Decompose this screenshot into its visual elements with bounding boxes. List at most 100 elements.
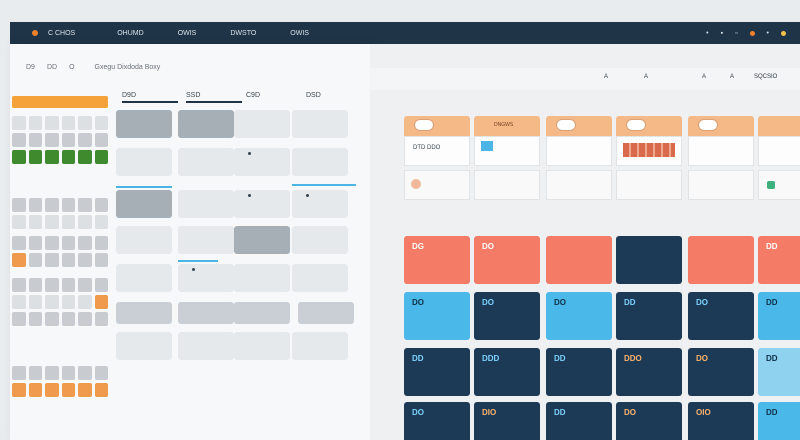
thumbnail[interactable] bbox=[94, 133, 108, 147]
column-row[interactable]: DTD DDO bbox=[404, 136, 470, 166]
thumbnail[interactable] bbox=[61, 198, 75, 212]
column-header-2[interactable]: SSD bbox=[186, 92, 242, 103]
toggle[interactable] bbox=[556, 119, 576, 131]
column-row[interactable] bbox=[404, 170, 470, 200]
thumbnail[interactable] bbox=[61, 150, 75, 164]
notification-icon[interactable] bbox=[749, 30, 755, 36]
thumbnail[interactable] bbox=[61, 253, 75, 267]
calendar-cell[interactable] bbox=[178, 332, 234, 360]
thumbnail[interactable] bbox=[12, 278, 26, 292]
task-card[interactable]: DD bbox=[758, 348, 800, 396]
thumbnail[interactable] bbox=[28, 236, 42, 250]
menu-item-3[interactable]: DWSTO bbox=[230, 29, 257, 37]
task-card[interactable]: DDO bbox=[616, 348, 682, 396]
thumbnail[interactable] bbox=[28, 295, 42, 309]
thumbnail[interactable] bbox=[78, 366, 92, 380]
calendar-cell[interactable] bbox=[178, 190, 234, 218]
thumbnail[interactable] bbox=[12, 215, 26, 229]
thumbnail[interactable] bbox=[45, 133, 59, 147]
thumbnail[interactable] bbox=[45, 278, 59, 292]
thumbnail[interactable] bbox=[28, 116, 42, 130]
toolbar-item[interactable]: A bbox=[604, 74, 609, 80]
thumbnail[interactable] bbox=[78, 215, 92, 229]
thumbnail[interactable] bbox=[61, 312, 75, 326]
status-icon[interactable] bbox=[781, 30, 786, 36]
thumbnail[interactable] bbox=[78, 278, 92, 292]
thumbnail[interactable] bbox=[45, 253, 59, 267]
thumbnail[interactable] bbox=[78, 198, 92, 212]
calendar-cell[interactable] bbox=[116, 226, 172, 254]
calendar-cell[interactable] bbox=[116, 332, 172, 360]
task-card[interactable] bbox=[688, 236, 754, 284]
settings-icon[interactable]: ▫ bbox=[735, 29, 738, 37]
calendar-cell[interactable] bbox=[116, 264, 172, 292]
thumbnail[interactable] bbox=[28, 253, 42, 267]
calendar-cell[interactable] bbox=[234, 332, 290, 360]
thumbnail[interactable] bbox=[28, 133, 42, 147]
thumbnail[interactable] bbox=[12, 253, 26, 267]
calendar-cell[interactable] bbox=[292, 226, 348, 254]
thumbnail[interactable] bbox=[94, 253, 108, 267]
thumbnail[interactable] bbox=[45, 198, 59, 212]
calendar-cell[interactable] bbox=[116, 190, 172, 218]
calendar-cell[interactable] bbox=[234, 190, 290, 218]
toggle[interactable] bbox=[626, 119, 646, 131]
task-card[interactable]: DO bbox=[546, 292, 612, 340]
menu-item-2[interactable]: OWIS bbox=[177, 29, 197, 37]
thumbnail[interactable] bbox=[78, 133, 92, 147]
menu-icon[interactable]: • bbox=[766, 29, 769, 37]
calendar-cell[interactable] bbox=[116, 148, 172, 176]
column-row[interactable] bbox=[474, 136, 540, 166]
column-row[interactable] bbox=[474, 170, 540, 200]
task-card[interactable]: OIO bbox=[688, 402, 754, 440]
thumbnail[interactable] bbox=[78, 236, 92, 250]
toolbar-item[interactable]: A bbox=[730, 74, 735, 80]
thumbnail[interactable] bbox=[12, 383, 26, 397]
thumbnail[interactable] bbox=[28, 150, 42, 164]
column-row[interactable] bbox=[758, 170, 800, 200]
thumbnail[interactable] bbox=[94, 236, 108, 250]
task-card[interactable] bbox=[616, 236, 682, 284]
search-icon[interactable]: • bbox=[706, 29, 709, 37]
thumbnail[interactable] bbox=[61, 236, 75, 250]
thumbnail[interactable] bbox=[94, 295, 108, 309]
thumbnail[interactable] bbox=[12, 198, 26, 212]
thumbnail[interactable] bbox=[94, 366, 108, 380]
calendar-cell[interactable] bbox=[178, 110, 234, 138]
column-header[interactable] bbox=[688, 116, 754, 136]
thumbnail[interactable] bbox=[61, 116, 75, 130]
toolbar-item[interactable]: A bbox=[644, 74, 649, 80]
thumbnail[interactable] bbox=[61, 366, 75, 380]
calendar-cell[interactable] bbox=[234, 302, 290, 324]
thumbnail[interactable] bbox=[28, 198, 42, 212]
task-card[interactable]: DO bbox=[688, 292, 754, 340]
thumbnail[interactable] bbox=[45, 150, 59, 164]
thumbnail[interactable] bbox=[12, 236, 26, 250]
thumbnail[interactable] bbox=[45, 236, 59, 250]
task-card[interactable]: DD bbox=[758, 236, 800, 284]
thumbnail[interactable] bbox=[28, 366, 42, 380]
calendar-cell[interactable] bbox=[178, 226, 234, 254]
task-card[interactable]: DDD bbox=[474, 348, 540, 396]
calendar-cell-selected[interactable] bbox=[234, 226, 290, 254]
thumbnail[interactable] bbox=[45, 295, 59, 309]
thumbnail[interactable] bbox=[94, 215, 108, 229]
column-row[interactable] bbox=[546, 136, 612, 166]
thumbnail[interactable] bbox=[61, 133, 75, 147]
thumbnail[interactable] bbox=[45, 312, 59, 326]
thumbnail[interactable] bbox=[45, 215, 59, 229]
column-row[interactable] bbox=[616, 170, 682, 200]
calendar-cell[interactable] bbox=[116, 110, 172, 138]
thumbnail[interactable] bbox=[94, 278, 108, 292]
task-card[interactable]: DO bbox=[404, 292, 470, 340]
calendar-cell[interactable] bbox=[234, 264, 290, 292]
task-card[interactable]: DD bbox=[546, 402, 612, 440]
thumbnail[interactable] bbox=[94, 150, 108, 164]
column-header[interactable] bbox=[404, 116, 470, 136]
task-card[interactable]: DO bbox=[474, 292, 540, 340]
toolbar-item-3[interactable]: O bbox=[69, 64, 75, 71]
thumbnail[interactable] bbox=[61, 383, 75, 397]
toggle[interactable] bbox=[414, 119, 434, 131]
thumbnail[interactable] bbox=[78, 116, 92, 130]
column-header[interactable] bbox=[758, 116, 800, 136]
